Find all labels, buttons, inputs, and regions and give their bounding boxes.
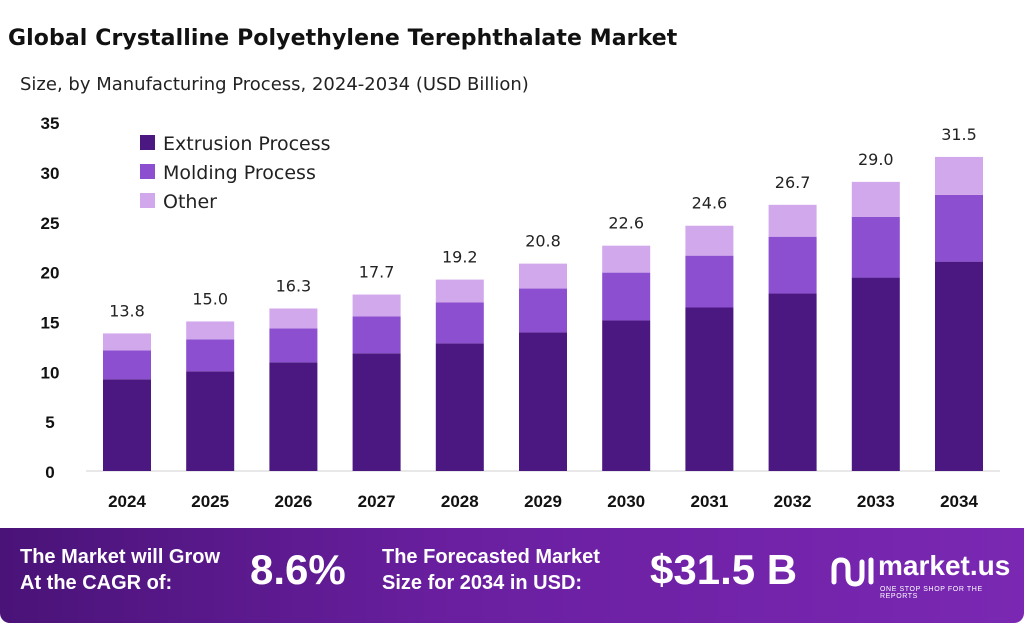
bar-segment: [186, 339, 235, 372]
bar-segment: [768, 236, 817, 294]
bar-segment: [851, 277, 900, 471]
cagr-label: The Market will Grow At the CAGR of:: [20, 544, 220, 596]
bar-segment: [435, 302, 484, 344]
bar-total-label: 17.7: [359, 263, 395, 282]
legend-label: Molding Process: [163, 162, 316, 184]
x-tick-label: 2027: [358, 492, 396, 511]
x-tick-label: 2028: [441, 492, 479, 511]
legend-swatch: [140, 164, 155, 179]
cagr-label-line1: The Market will Grow: [20, 546, 221, 568]
x-tick-label: 2034: [940, 492, 978, 511]
legend-label: Extrusion Process: [163, 133, 331, 155]
bar-segment: [851, 181, 900, 217]
forecast-label: The Forecasted Market Size for 2034 in U…: [382, 544, 600, 596]
bar-total-label: 29.0: [858, 150, 894, 169]
footer-banner: The Market will Grow At the CAGR of: 8.6…: [0, 528, 1024, 623]
bar-segment: [519, 332, 567, 471]
y-tick-label: 10: [41, 363, 60, 382]
forecast-label-line1: The Forecasted Market: [382, 546, 600, 568]
x-tick-label: 2031: [690, 492, 728, 511]
bar-total-label: 19.2: [442, 248, 478, 267]
bar-total-label: 24.6: [692, 194, 728, 213]
legend-label: Other: [163, 191, 217, 213]
market-us-logo-icon: [831, 557, 874, 587]
bar-segment: [935, 194, 983, 262]
bar-segment: [269, 308, 318, 329]
forecast-value: $31.5 B: [650, 546, 798, 593]
bar-segment: [602, 320, 651, 471]
bar-segment: [768, 204, 817, 237]
legend-swatch: [140, 193, 155, 208]
bar-segment: [269, 328, 318, 363]
y-tick-label: 5: [45, 413, 54, 432]
x-tick-label: 2025: [191, 492, 229, 511]
brand-name: market.us: [878, 550, 1011, 581]
bar-segment: [935, 261, 983, 471]
bar-segment: [352, 353, 401, 471]
bar-segment: [435, 343, 484, 471]
x-tick-label: 2030: [607, 492, 645, 511]
bar-segment: [103, 379, 151, 471]
bar-segment: [685, 225, 734, 256]
bar-segment: [186, 371, 235, 471]
x-tick-label: 2024: [108, 492, 146, 511]
bar-segment: [103, 350, 151, 380]
bar-segment: [269, 362, 318, 471]
cagr-value: 8.6%: [250, 546, 346, 593]
chart-subtitle: Size, by Manufacturing Process, 2024-203…: [20, 74, 529, 95]
bar-segment: [685, 307, 734, 471]
bar-total-label: 15.0: [192, 289, 228, 308]
bar-segment: [435, 279, 484, 303]
y-tick-label: 0: [45, 463, 54, 482]
bar-segment: [768, 293, 817, 471]
bar-segment: [851, 216, 900, 278]
brand-logo: market.us ONE STOP SHOP FOR THE REPORTS: [826, 546, 1022, 606]
legend-swatch: [140, 135, 155, 150]
bar-segment: [103, 333, 151, 351]
bar-segment: [352, 316, 401, 354]
cagr-label-line2: At the CAGR of:: [20, 572, 173, 594]
forecast-label-line2: Size for 2034 in USD:: [382, 572, 583, 594]
bar-total-label: 13.8: [109, 301, 145, 320]
y-tick-label: 35: [41, 114, 60, 133]
brand-tagline: ONE STOP SHOP FOR THE REPORTS: [880, 586, 983, 600]
x-tick-label: 2029: [524, 492, 562, 511]
x-tick-label: 2026: [274, 492, 312, 511]
bar-total-label: 16.3: [276, 276, 312, 295]
bar-total-label: 20.8: [525, 232, 561, 251]
bar-segment: [519, 263, 567, 289]
bar-segment: [935, 156, 983, 195]
bar-total-label: 26.7: [775, 173, 811, 192]
x-tick-label: 2032: [774, 492, 812, 511]
bar-segment: [519, 288, 567, 333]
y-tick-label: 15: [41, 313, 60, 332]
bar-segment: [602, 245, 651, 273]
bar-total-label: 31.5: [941, 125, 977, 144]
bar-segment: [602, 272, 651, 321]
bar-segment: [352, 294, 401, 317]
y-tick-label: 20: [41, 264, 60, 283]
y-tick-label: 30: [41, 164, 60, 183]
bar-segment: [685, 255, 734, 308]
stacked-bar-chart: 0510152025303513.8202415.0202516.3202617…: [41, 114, 1000, 511]
bar-segment: [186, 321, 235, 340]
bar-total-label: 22.6: [608, 214, 644, 233]
x-tick-label: 2033: [857, 492, 895, 511]
chart-title: Global Crystalline Polyethylene Terephth…: [8, 26, 678, 51]
y-tick-label: 25: [41, 214, 60, 233]
